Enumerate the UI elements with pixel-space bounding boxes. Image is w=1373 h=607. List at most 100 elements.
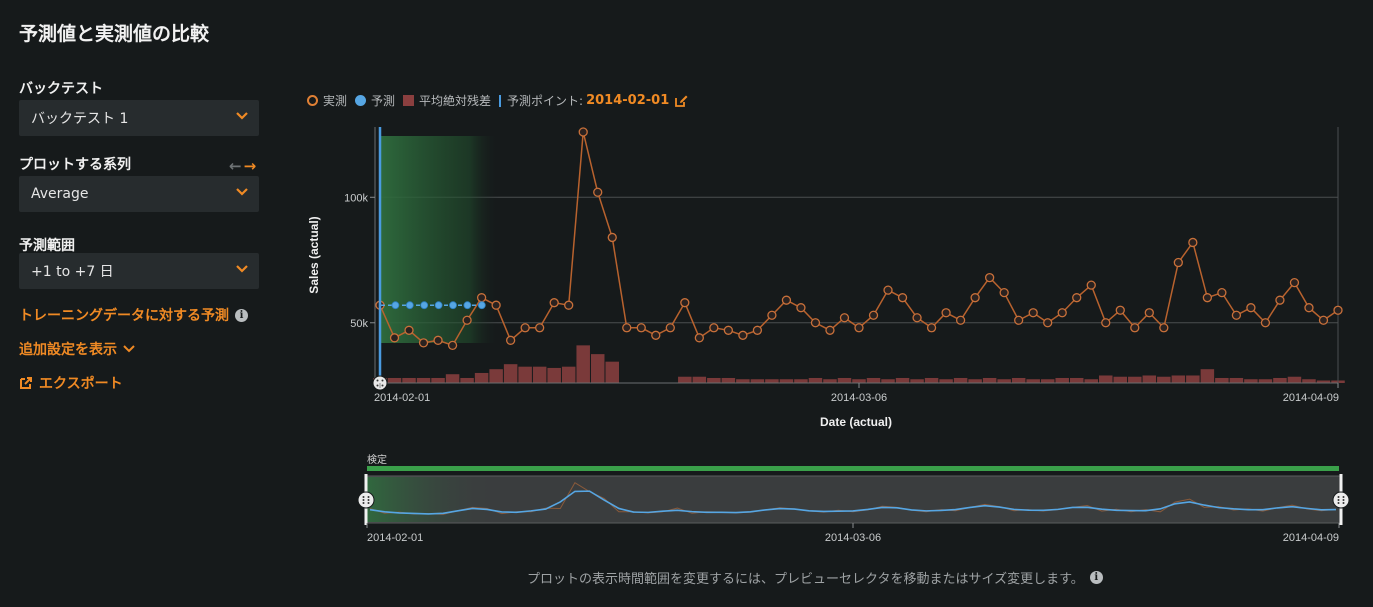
residual-bar <box>460 377 474 383</box>
actual-point <box>1188 237 1198 248</box>
actual-point <box>418 338 429 348</box>
forecast-point-date[interactable]: 2014-02-01 <box>586 93 670 108</box>
y-axis-title: Sales (actual) <box>307 216 321 293</box>
actual-point <box>1202 293 1213 303</box>
chevron-down-icon <box>236 265 248 273</box>
predicted-point <box>434 301 443 310</box>
residual-bar <box>765 379 779 383</box>
actual-point <box>694 333 704 343</box>
residual-bar <box>1200 369 1215 383</box>
residual-bar <box>1040 379 1055 383</box>
residual-bar <box>1099 375 1113 383</box>
export-link[interactable]: エクスポート <box>19 373 123 393</box>
arrow-left-icon[interactable]: ← <box>229 157 242 175</box>
actual-point <box>535 323 545 333</box>
actual-point <box>1260 318 1271 328</box>
training-predictions-link[interactable]: トレーニングデータに対する予測 i <box>19 305 248 325</box>
actual-point <box>578 127 588 137</box>
residual-bar <box>1113 376 1128 383</box>
residual-bar <box>997 379 1011 383</box>
arrow-right-icon[interactable]: → <box>243 157 257 175</box>
residual-bar <box>1302 379 1316 383</box>
actual-point <box>1072 293 1082 303</box>
x-tick-label: 2014-04-09 <box>1283 392 1339 404</box>
chevron-down-icon <box>236 188 248 196</box>
actual-point <box>738 330 748 340</box>
info-icon[interactable]: i <box>235 308 248 322</box>
actual-point <box>651 330 661 340</box>
residual-bar <box>1186 375 1200 383</box>
residual-bar <box>953 377 968 383</box>
actual-point <box>1289 277 1300 288</box>
forecast-point-label: 予測ポイント: <box>507 94 584 108</box>
residual-bar <box>939 379 953 383</box>
x-axis-title: Date (actual) <box>820 415 892 429</box>
more-settings-link[interactable]: 追加設定を表示 <box>19 339 135 359</box>
residual-bar <box>1055 377 1069 383</box>
residual-bar <box>489 369 503 383</box>
residual-bar <box>1171 375 1186 383</box>
actual-point <box>810 318 821 328</box>
actual-point <box>505 335 516 345</box>
residual-bar <box>387 377 402 383</box>
forecast-point-handle[interactable] <box>372 375 388 391</box>
residual-bar <box>707 377 721 383</box>
preview-actual-line <box>369 482 1337 515</box>
preview-x-tick-label: 2014-03-06 <box>825 532 881 544</box>
preview-selector[interactable] <box>365 475 1342 524</box>
predicted-point <box>420 301 429 310</box>
actual-point <box>1086 280 1096 290</box>
range-select[interactable]: +1 to +7 日 <box>19 253 259 289</box>
actual-point <box>1014 315 1024 325</box>
actual-point <box>970 293 980 303</box>
actual-point <box>1333 305 1343 315</box>
actual-point <box>1246 303 1256 313</box>
residual-bar <box>1244 379 1258 383</box>
actual-point <box>781 295 792 305</box>
preview-left-handle[interactable] <box>357 491 375 509</box>
residual-bar <box>1258 379 1273 383</box>
actual-point <box>1173 257 1183 268</box>
residual-bar <box>881 379 895 383</box>
residual-bar <box>1011 377 1026 383</box>
legend-predicted-label: 予測 <box>371 94 396 108</box>
residual-bar <box>1287 376 1302 383</box>
residual-bar <box>910 379 924 383</box>
actual-point <box>564 300 574 310</box>
preview-right-handle[interactable] <box>1332 491 1350 509</box>
forecast-window <box>381 136 499 343</box>
info-icon[interactable]: i <box>1089 571 1103 584</box>
residual-bar <box>605 361 619 383</box>
legend-actual[interactable]: 実測 <box>307 92 347 109</box>
actual-point <box>491 300 501 310</box>
actual-point <box>723 325 734 335</box>
actual-point <box>752 325 763 335</box>
actual-point <box>1159 323 1169 333</box>
residual-bar <box>1316 380 1331 383</box>
actual-series-line <box>379 131 1339 347</box>
training-predictions-label: トレーニングデータに対する予測 <box>19 308 229 324</box>
edit-icon[interactable] <box>674 94 688 108</box>
actual-point <box>1318 315 1329 325</box>
legend-predicted[interactable]: 予測 <box>355 92 395 109</box>
validation-label: 検定 <box>367 453 387 466</box>
predicted-point <box>463 301 472 310</box>
actual-point <box>447 340 458 351</box>
series-select[interactable]: Average <box>19 176 259 212</box>
actual-point <box>854 323 864 333</box>
actual-marker-icon <box>307 95 318 106</box>
backtest-select[interactable]: バックテスト 1 <box>19 100 259 136</box>
actual-point <box>1304 303 1314 313</box>
actual-point <box>926 323 937 333</box>
series-select-value: Average <box>31 186 89 202</box>
predicted-point <box>449 301 457 310</box>
residual-bar <box>445 374 460 383</box>
residual-marker-icon <box>403 95 415 106</box>
actual-point <box>607 232 617 243</box>
residual-bar <box>808 377 823 383</box>
residual-bar <box>721 377 736 383</box>
legend-mae[interactable]: 平均絶対残差 <box>403 92 491 109</box>
residual-bar <box>1084 379 1098 383</box>
y-tick-label: 100k <box>344 192 368 204</box>
actual-point <box>897 293 908 303</box>
